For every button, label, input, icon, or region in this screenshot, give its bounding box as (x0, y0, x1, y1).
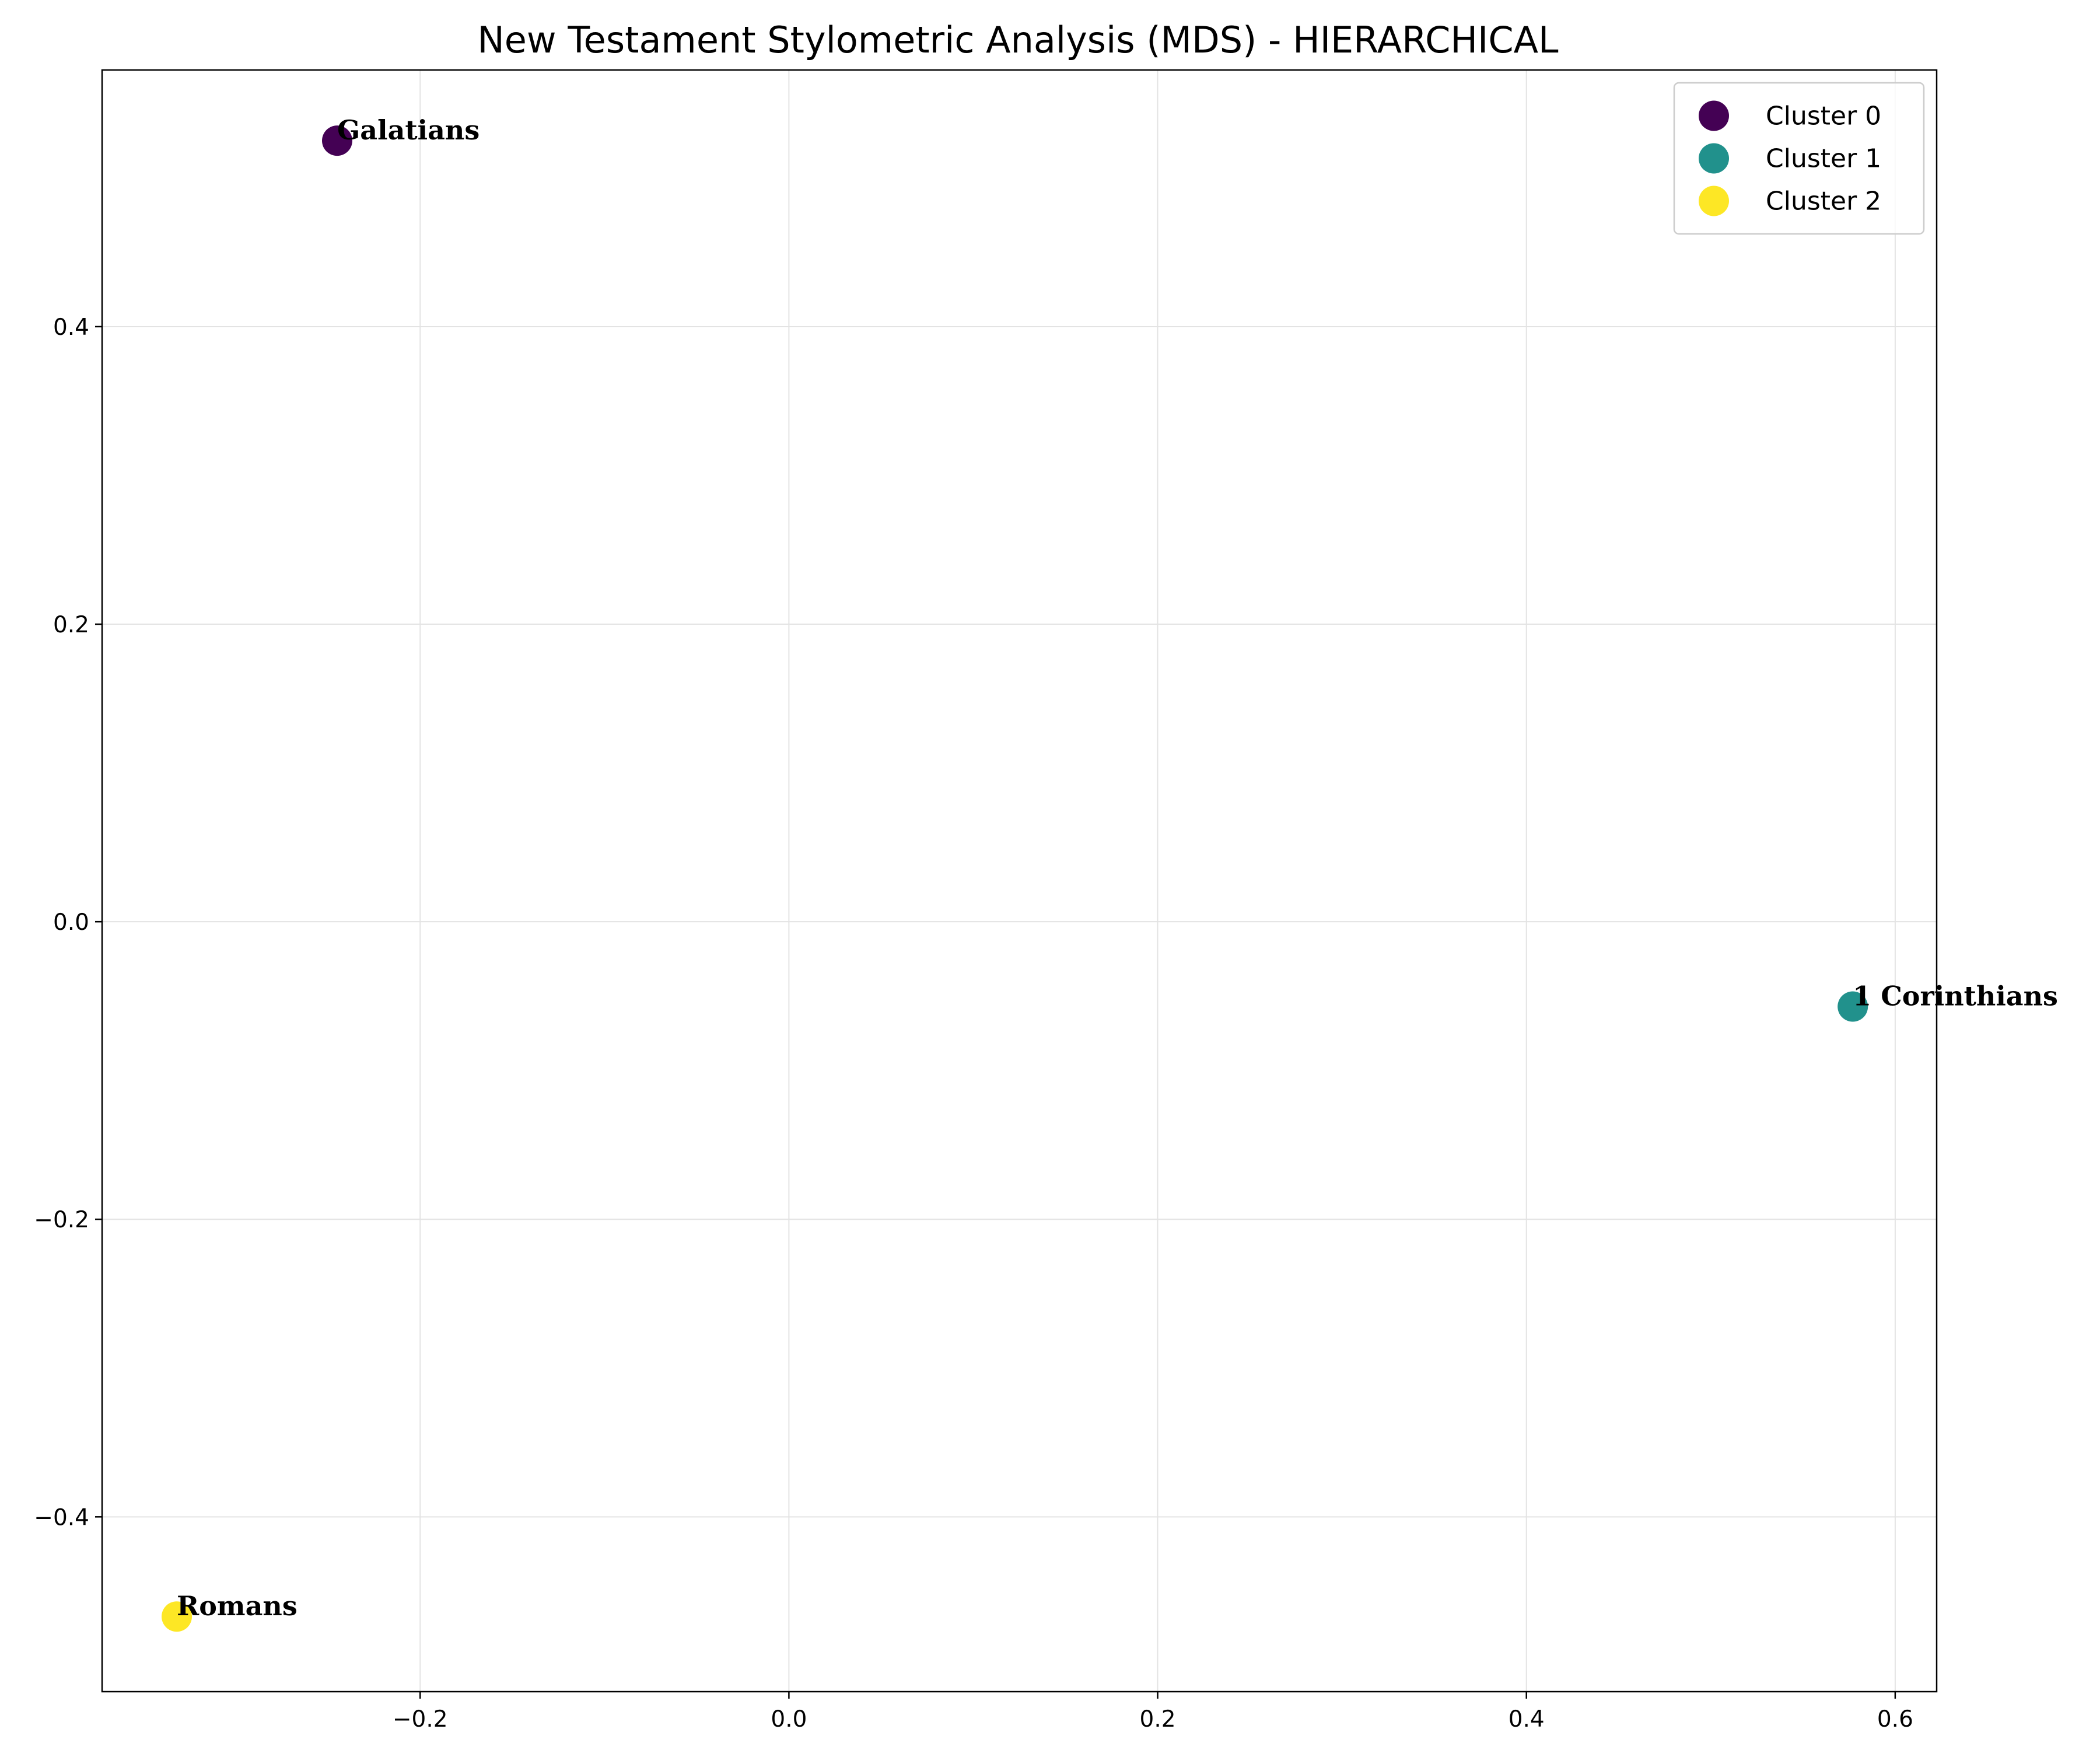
legend-label: Cluster 2 (1766, 187, 1881, 216)
data-points: Galatians 1 Corinthians Romans (162, 114, 2058, 1632)
plot-area-frame (101, 69, 1938, 1693)
point-label: Galatians (337, 114, 480, 146)
y-tick-label: −0.4 (34, 1504, 89, 1531)
x-tick-label: 0.4 (1508, 1706, 1545, 1732)
legend-marker (1699, 143, 1729, 174)
y-tick-label: 0.4 (53, 314, 89, 341)
legend-label: Cluster 0 (1766, 102, 1881, 131)
y-tick-label: 0.2 (53, 612, 89, 638)
chart-title: New Testament Stylometric Analysis (MDS)… (477, 19, 1559, 61)
x-tick-label: 0.6 (1877, 1706, 1913, 1732)
legend-marker (1699, 186, 1729, 216)
legend-label: Cluster 1 (1766, 144, 1881, 174)
y-tick-label: 0.0 (53, 909, 89, 936)
x-tick-label: 0.2 (1140, 1706, 1176, 1732)
legend-box (1673, 82, 1925, 235)
point-label: Romans (177, 1590, 298, 1622)
data-point (162, 1601, 192, 1632)
data-point (322, 125, 353, 156)
point-label: 1 Corinthians (1853, 981, 2058, 1012)
y-tick-label: −0.2 (34, 1207, 89, 1233)
data-point (1838, 991, 1868, 1022)
legend: Cluster 0 Cluster 1 Cluster 2 (1673, 82, 1925, 235)
legend-marker (1699, 100, 1729, 131)
grid (102, 70, 1937, 1692)
x-tick-label: −0.2 (393, 1706, 448, 1732)
x-tick-label: 0.0 (771, 1706, 807, 1732)
axis-ticks: −0.2 0.0 0.2 0.4 0.6 −0.4 −0.2 0.0 0.2 0.4 (34, 314, 1913, 1732)
